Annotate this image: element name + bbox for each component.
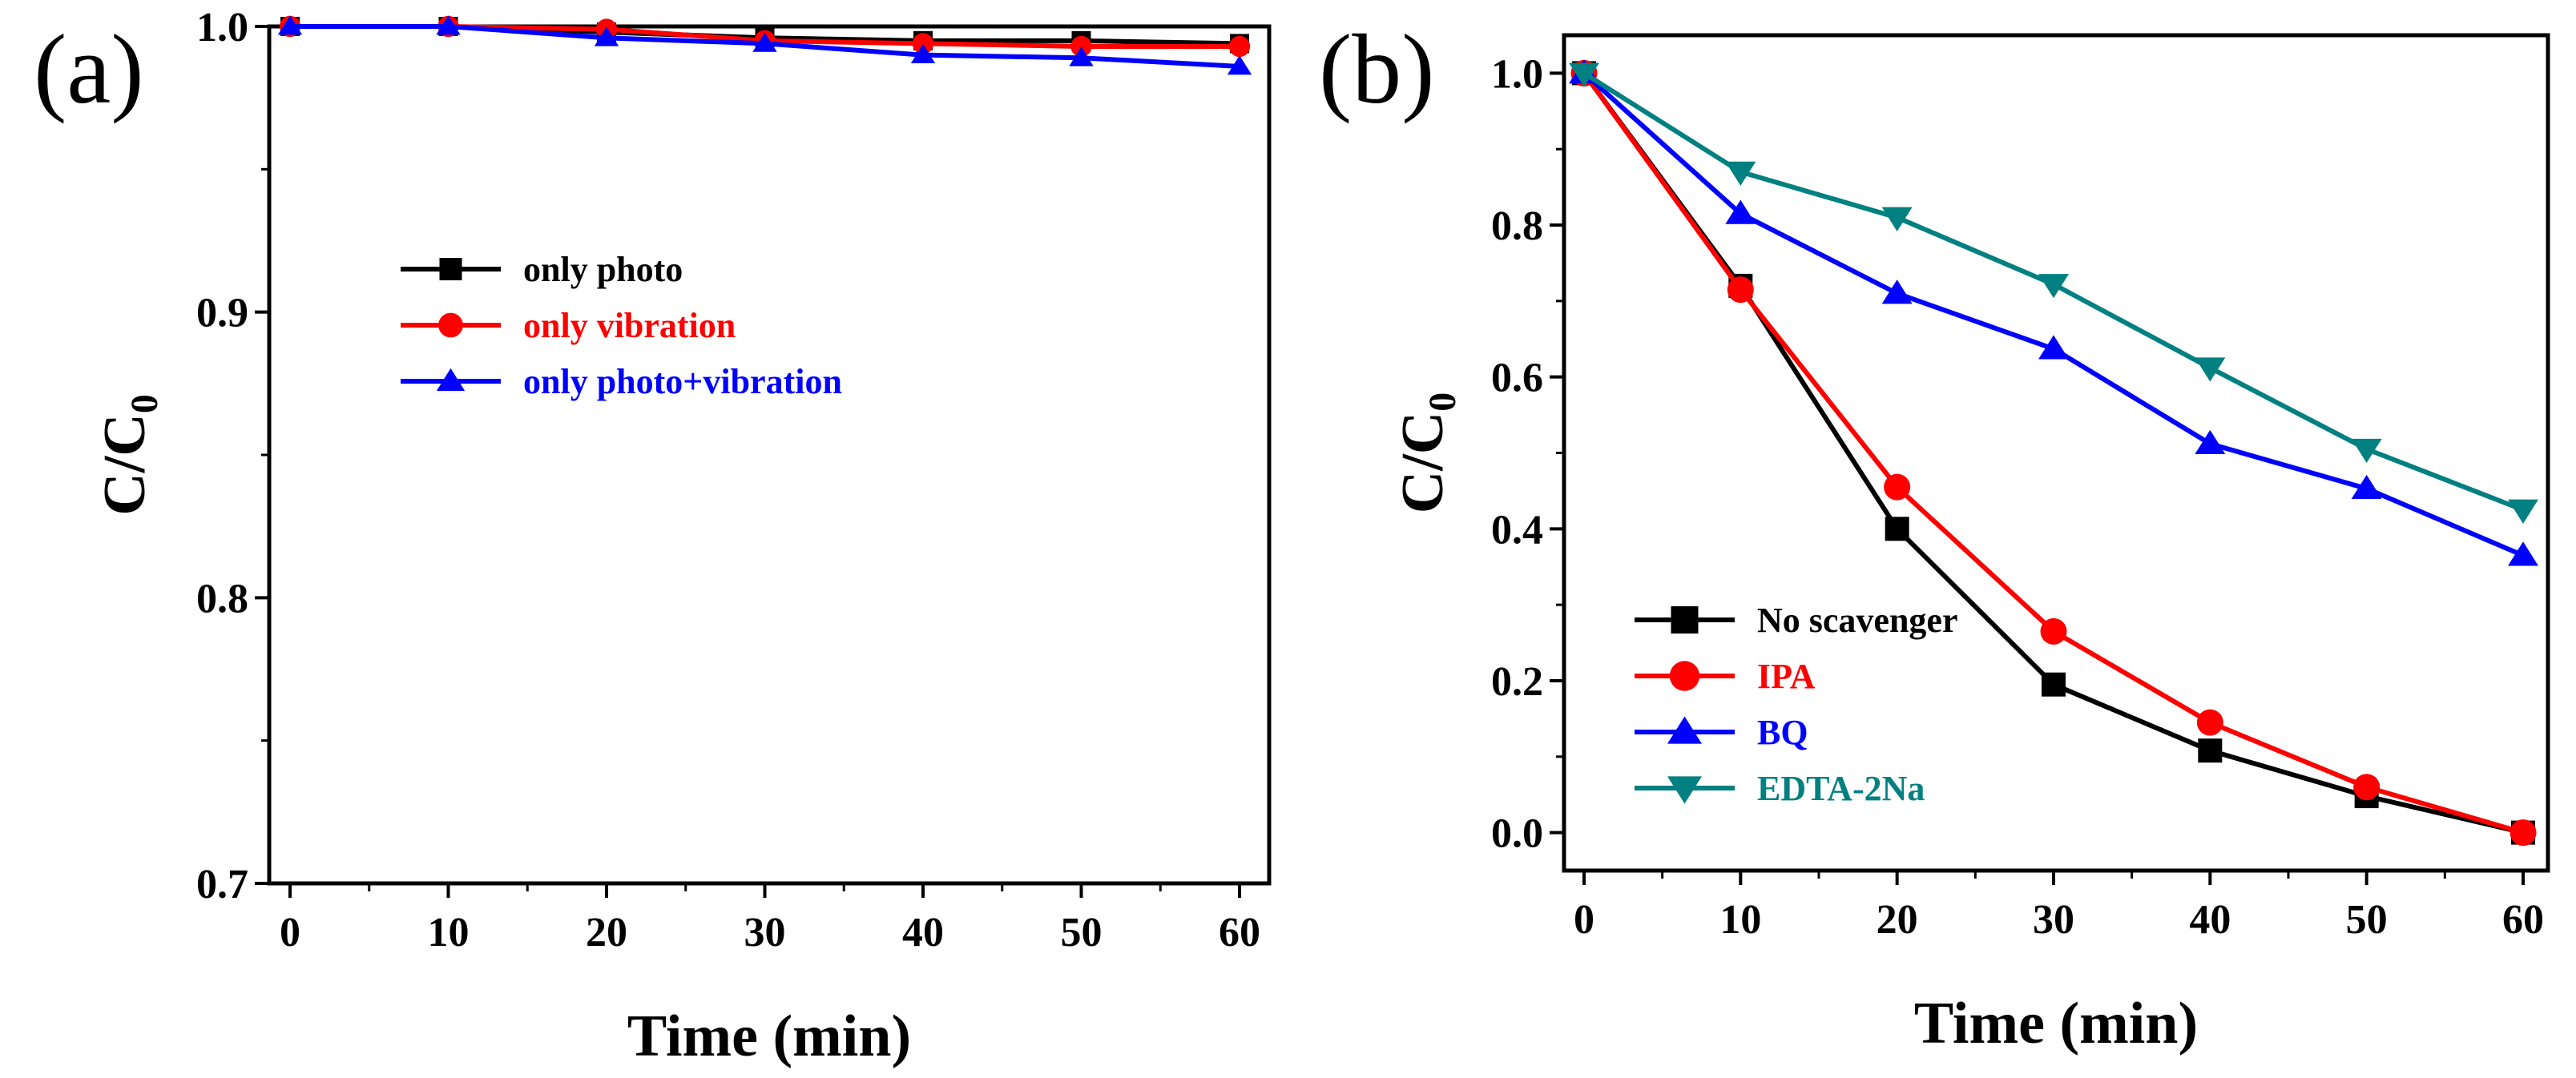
legend-label: IPA [1757, 657, 1816, 696]
data-point [752, 32, 777, 52]
series-bq [1569, 59, 2538, 566]
legend-marker [1669, 661, 1700, 691]
data-point [436, 15, 461, 35]
y-axis-title-subscript: 0 [123, 394, 166, 413]
panel-label: (b) [1319, 14, 1435, 124]
legend: only photo only vibration only photo+vibra… [401, 250, 842, 401]
y-tick-label: 0.8 [196, 576, 248, 621]
data-point [277, 15, 303, 35]
data-point [1884, 473, 1911, 501]
plot-frame [1562, 33, 2550, 873]
x-tick-label: 60 [1219, 910, 1260, 955]
data-point [2195, 429, 2226, 455]
data-point [1069, 46, 1094, 66]
data-point [1725, 161, 1756, 186]
y-tick-label: 1.0 [1491, 51, 1543, 97]
legend: No scavenger IPA BQ EDTA-2Na [1635, 601, 1958, 808]
y-axis-title-main: C/C [92, 413, 158, 515]
series-ipa [1570, 59, 2537, 847]
x-tick-label: 0 [1574, 897, 1594, 943]
data-point [2040, 617, 2067, 645]
series-no-scavenger [1572, 61, 2535, 845]
panel-b: (b) 0 10 20 30 40 50 60 0.0 0.2 0.4 0.6 0.8 1.0 Time (… [1319, 14, 2550, 1056]
data-point [1881, 207, 1913, 231]
data-point [2508, 541, 2538, 566]
x-tick-label: 30 [2033, 897, 2074, 943]
y-axis-title-main: C/C [1390, 412, 1456, 513]
panel-a: (a) 0 10 20 30 40 50 60 0.7 0.8 0.9 1.0 Time (min) C/… [34, 5, 1272, 1069]
data-point [2508, 499, 2538, 524]
legend-label: BQ [1757, 713, 1808, 752]
y-tick-label: 0.8 [1491, 203, 1543, 249]
x-tick-label: 10 [1719, 897, 1761, 943]
x-tick-label: 40 [902, 910, 944, 955]
data-point [594, 26, 619, 46]
legend-marker [1671, 606, 1699, 634]
y-tick-label: 0.7 [196, 862, 248, 907]
x-tick-label: 20 [586, 910, 627, 955]
y-tick-label: 0.6 [1491, 356, 1543, 401]
x-tick-label: 10 [428, 910, 470, 955]
data-point [1881, 280, 1913, 304]
x-axis-title: Time (min) [1914, 991, 2198, 1056]
data-point [2351, 438, 2382, 464]
data-point [912, 33, 934, 54]
legend-marker [436, 368, 466, 392]
data-point [2351, 474, 2382, 500]
y-tick-label: 0.0 [1491, 811, 1543, 857]
data-point [2198, 738, 2223, 763]
x-tick-label: 40 [2189, 897, 2231, 943]
panel-label: (a) [34, 14, 144, 124]
series-line [1582, 71, 2525, 558]
data-point [1227, 55, 1252, 75]
data-point [1885, 517, 1909, 541]
data-point [2196, 709, 2223, 736]
data-point [2038, 274, 2069, 299]
x-tick-label: 30 [744, 910, 786, 955]
legend-label: only photo [523, 250, 683, 289]
legend-marker [438, 312, 463, 338]
data-point [2353, 774, 2380, 801]
legend-marker [1667, 776, 1703, 804]
plot-frame [267, 24, 1272, 886]
data-point [2042, 672, 2066, 697]
legend-label: No scavenger [1757, 601, 1958, 640]
legend-label: only photo+vibration [523, 362, 842, 401]
data-point [1070, 35, 1092, 58]
data-point [2038, 335, 2069, 360]
legend-label: only vibration [523, 306, 736, 345]
y-axis-title: C/C0 [1390, 392, 1464, 513]
x-axis-title: Time (min) [627, 1004, 911, 1069]
data-point [1727, 276, 1754, 304]
data-point [1569, 62, 1599, 87]
y-axis-title: C/C0 [92, 394, 166, 515]
y-tick-label: 0.9 [196, 291, 248, 336]
y-tick-label: 0.2 [1491, 659, 1543, 705]
series-only-photo-vibration [277, 15, 1252, 75]
legend-marker [1667, 716, 1703, 744]
x-tick-label: 0 [280, 910, 300, 955]
x-tick-label: 20 [1877, 897, 1918, 943]
data-point [910, 43, 936, 64]
legend-label: EDTA-2Na [1757, 769, 1925, 808]
data-point [1725, 199, 1756, 224]
y-axis-title-subscript: 0 [1421, 392, 1464, 412]
data-point [1228, 35, 1251, 58]
y-tick-label: 0.4 [1491, 507, 1543, 553]
x-tick-label: 60 [2502, 897, 2544, 943]
x-tick-label: 50 [1061, 910, 1103, 955]
data-point [2195, 357, 2226, 382]
x-tick-label: 50 [2346, 897, 2388, 943]
y-tick-label: 1.0 [196, 5, 248, 50]
data-point [2509, 819, 2537, 847]
series-edta-2na [1569, 62, 2538, 524]
legend-marker [439, 258, 462, 280]
